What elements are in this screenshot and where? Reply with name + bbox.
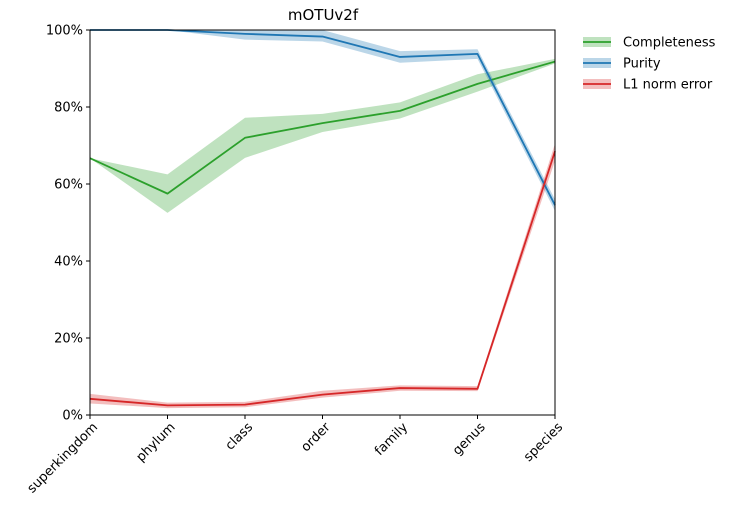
legend-label-purity: Purity xyxy=(623,57,661,72)
y-tick-label: 100% xyxy=(46,24,83,39)
legend: Completeness Purity L1 norm error xyxy=(583,36,716,93)
legend-label-completeness: Completeness xyxy=(623,36,716,51)
completeness-line xyxy=(89,60,556,195)
l1-norm-error-line xyxy=(89,150,556,407)
y-tick-label: 80% xyxy=(54,101,83,116)
y-tick-label: 40% xyxy=(54,255,83,270)
y-tick-label: 60% xyxy=(54,178,83,193)
chart-title: mOTUv2f xyxy=(288,6,359,24)
legend-label-l1-norm-error: L1 norm error xyxy=(623,78,713,93)
y-tick-label: 20% xyxy=(54,332,83,347)
y-tick-label: 0% xyxy=(62,409,83,424)
y-axis: 0% 20% 40% 60% 80% 100% xyxy=(46,24,90,424)
